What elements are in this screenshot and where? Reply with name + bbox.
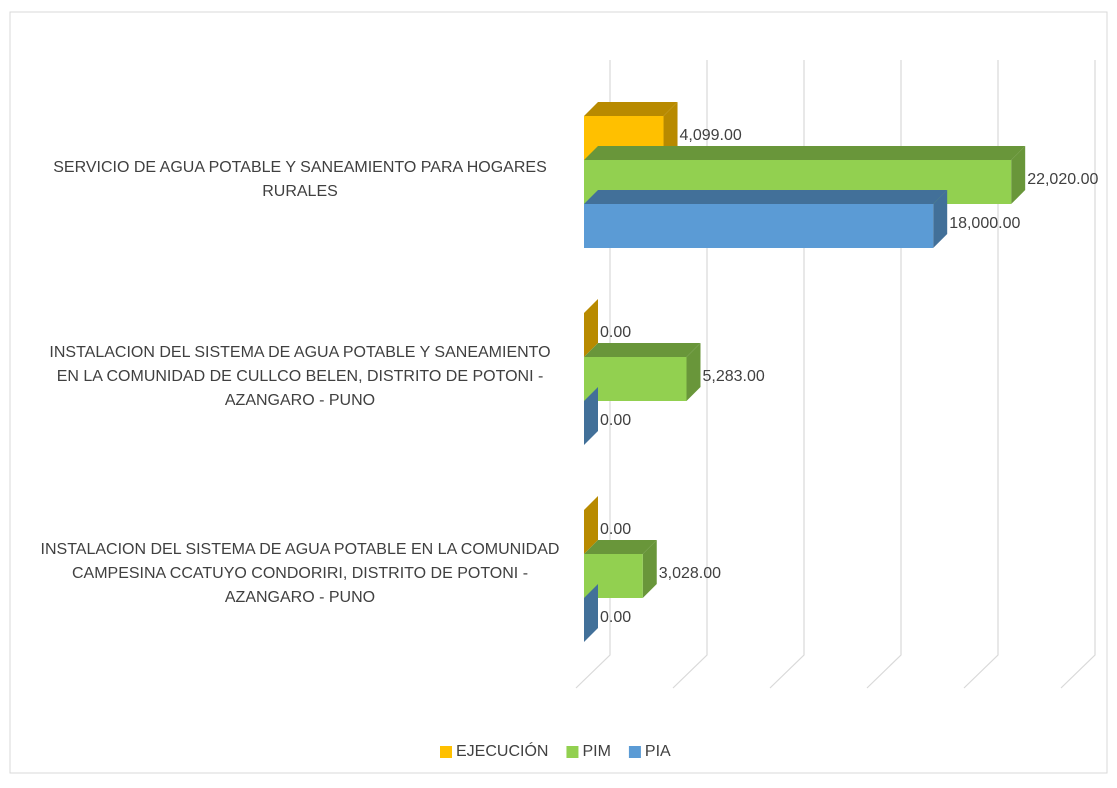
bar-side [584, 584, 598, 642]
bar-top [584, 146, 1026, 160]
grid-line [575, 60, 611, 689]
bar-front [584, 357, 687, 401]
bar-front [584, 204, 934, 248]
legend-swatch [566, 746, 579, 758]
value-label: 4,099.00 [680, 127, 742, 144]
legend-swatch [628, 746, 641, 758]
category-label: SERVICIO DE AGUA POTABLE Y SANEAMIENTO P… [53, 159, 547, 200]
bar [584, 190, 948, 248]
bar-top [584, 190, 948, 204]
grid-line [769, 60, 805, 689]
bar-top [584, 102, 678, 116]
legend-swatch [440, 746, 452, 758]
bar-top [584, 540, 657, 554]
chart-border [9, 11, 1108, 774]
category-label: INSTALACION DEL SISTEMA DE AGUA POTABLE … [41, 541, 560, 606]
value-label: 18,000.00 [949, 215, 1020, 232]
grid-line [1060, 60, 1096, 689]
value-label: 0.00 [600, 412, 631, 429]
bar [584, 299, 598, 357]
bar-side [642, 540, 657, 598]
bar-top [584, 343, 701, 357]
legend-label: EJECUCIÓN [456, 741, 548, 760]
bar-side [1011, 146, 1026, 204]
value-label: 3,028.00 [659, 565, 721, 582]
bar-side [584, 299, 598, 357]
legend-label: PIM [582, 743, 610, 760]
bar [584, 496, 598, 554]
value-label: 0.00 [600, 609, 631, 626]
bar-side [933, 190, 948, 248]
value-label: 5,283.00 [702, 368, 764, 385]
category-label: INSTALACION DEL SISTEMA DE AGUA POTABLE … [49, 344, 550, 409]
bar-side [686, 343, 701, 401]
bar [584, 584, 598, 642]
value-label: 22,020.00 [1027, 171, 1098, 188]
bar [584, 387, 598, 445]
grid-line [963, 60, 999, 689]
grid-line [672, 60, 708, 689]
bar [584, 343, 701, 401]
value-label: 0.00 [600, 324, 631, 341]
value-label: 0.00 [600, 521, 631, 538]
bar-side [663, 102, 678, 160]
bar-side [584, 387, 598, 445]
plot-area: SERVICIO DE AGUA POTABLE Y SANEAMIENTO P… [41, 60, 1098, 689]
bar-side [584, 496, 598, 554]
legend-label: PIA [645, 743, 671, 760]
grid-line [866, 60, 902, 689]
